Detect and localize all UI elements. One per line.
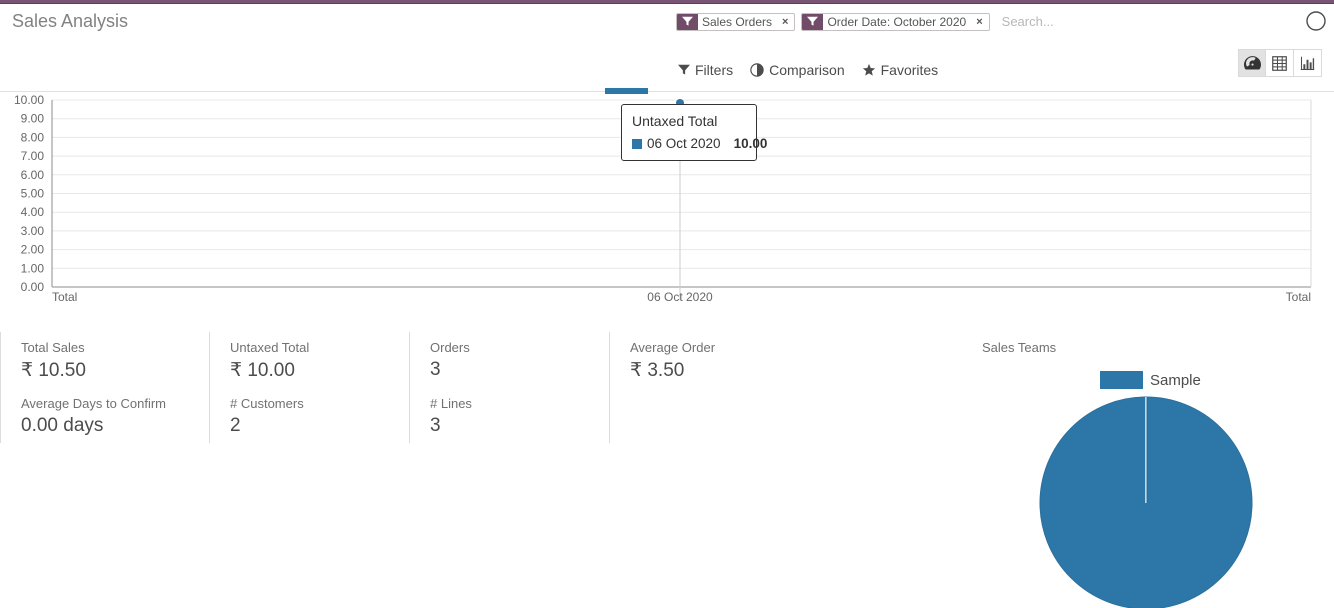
svg-text:5.00: 5.00 [21,187,45,201]
svg-text:9.00: 9.00 [21,112,45,126]
svg-text:0.00: 0.00 [21,280,45,294]
svg-text:Total: Total [1286,290,1311,304]
svg-text:6.00: 6.00 [21,168,45,182]
svg-text:8.00: 8.00 [21,130,45,144]
svg-text:7.00: 7.00 [21,149,45,163]
svg-text:1.00: 1.00 [21,261,45,275]
svg-text:10.00: 10.00 [14,93,44,107]
svg-text:3.00: 3.00 [21,224,45,238]
svg-text:06 Oct 2020: 06 Oct 2020 [647,290,713,304]
svg-text:4.00: 4.00 [21,205,45,219]
svg-text:Total: Total [52,290,77,304]
svg-text:2.00: 2.00 [21,243,45,257]
